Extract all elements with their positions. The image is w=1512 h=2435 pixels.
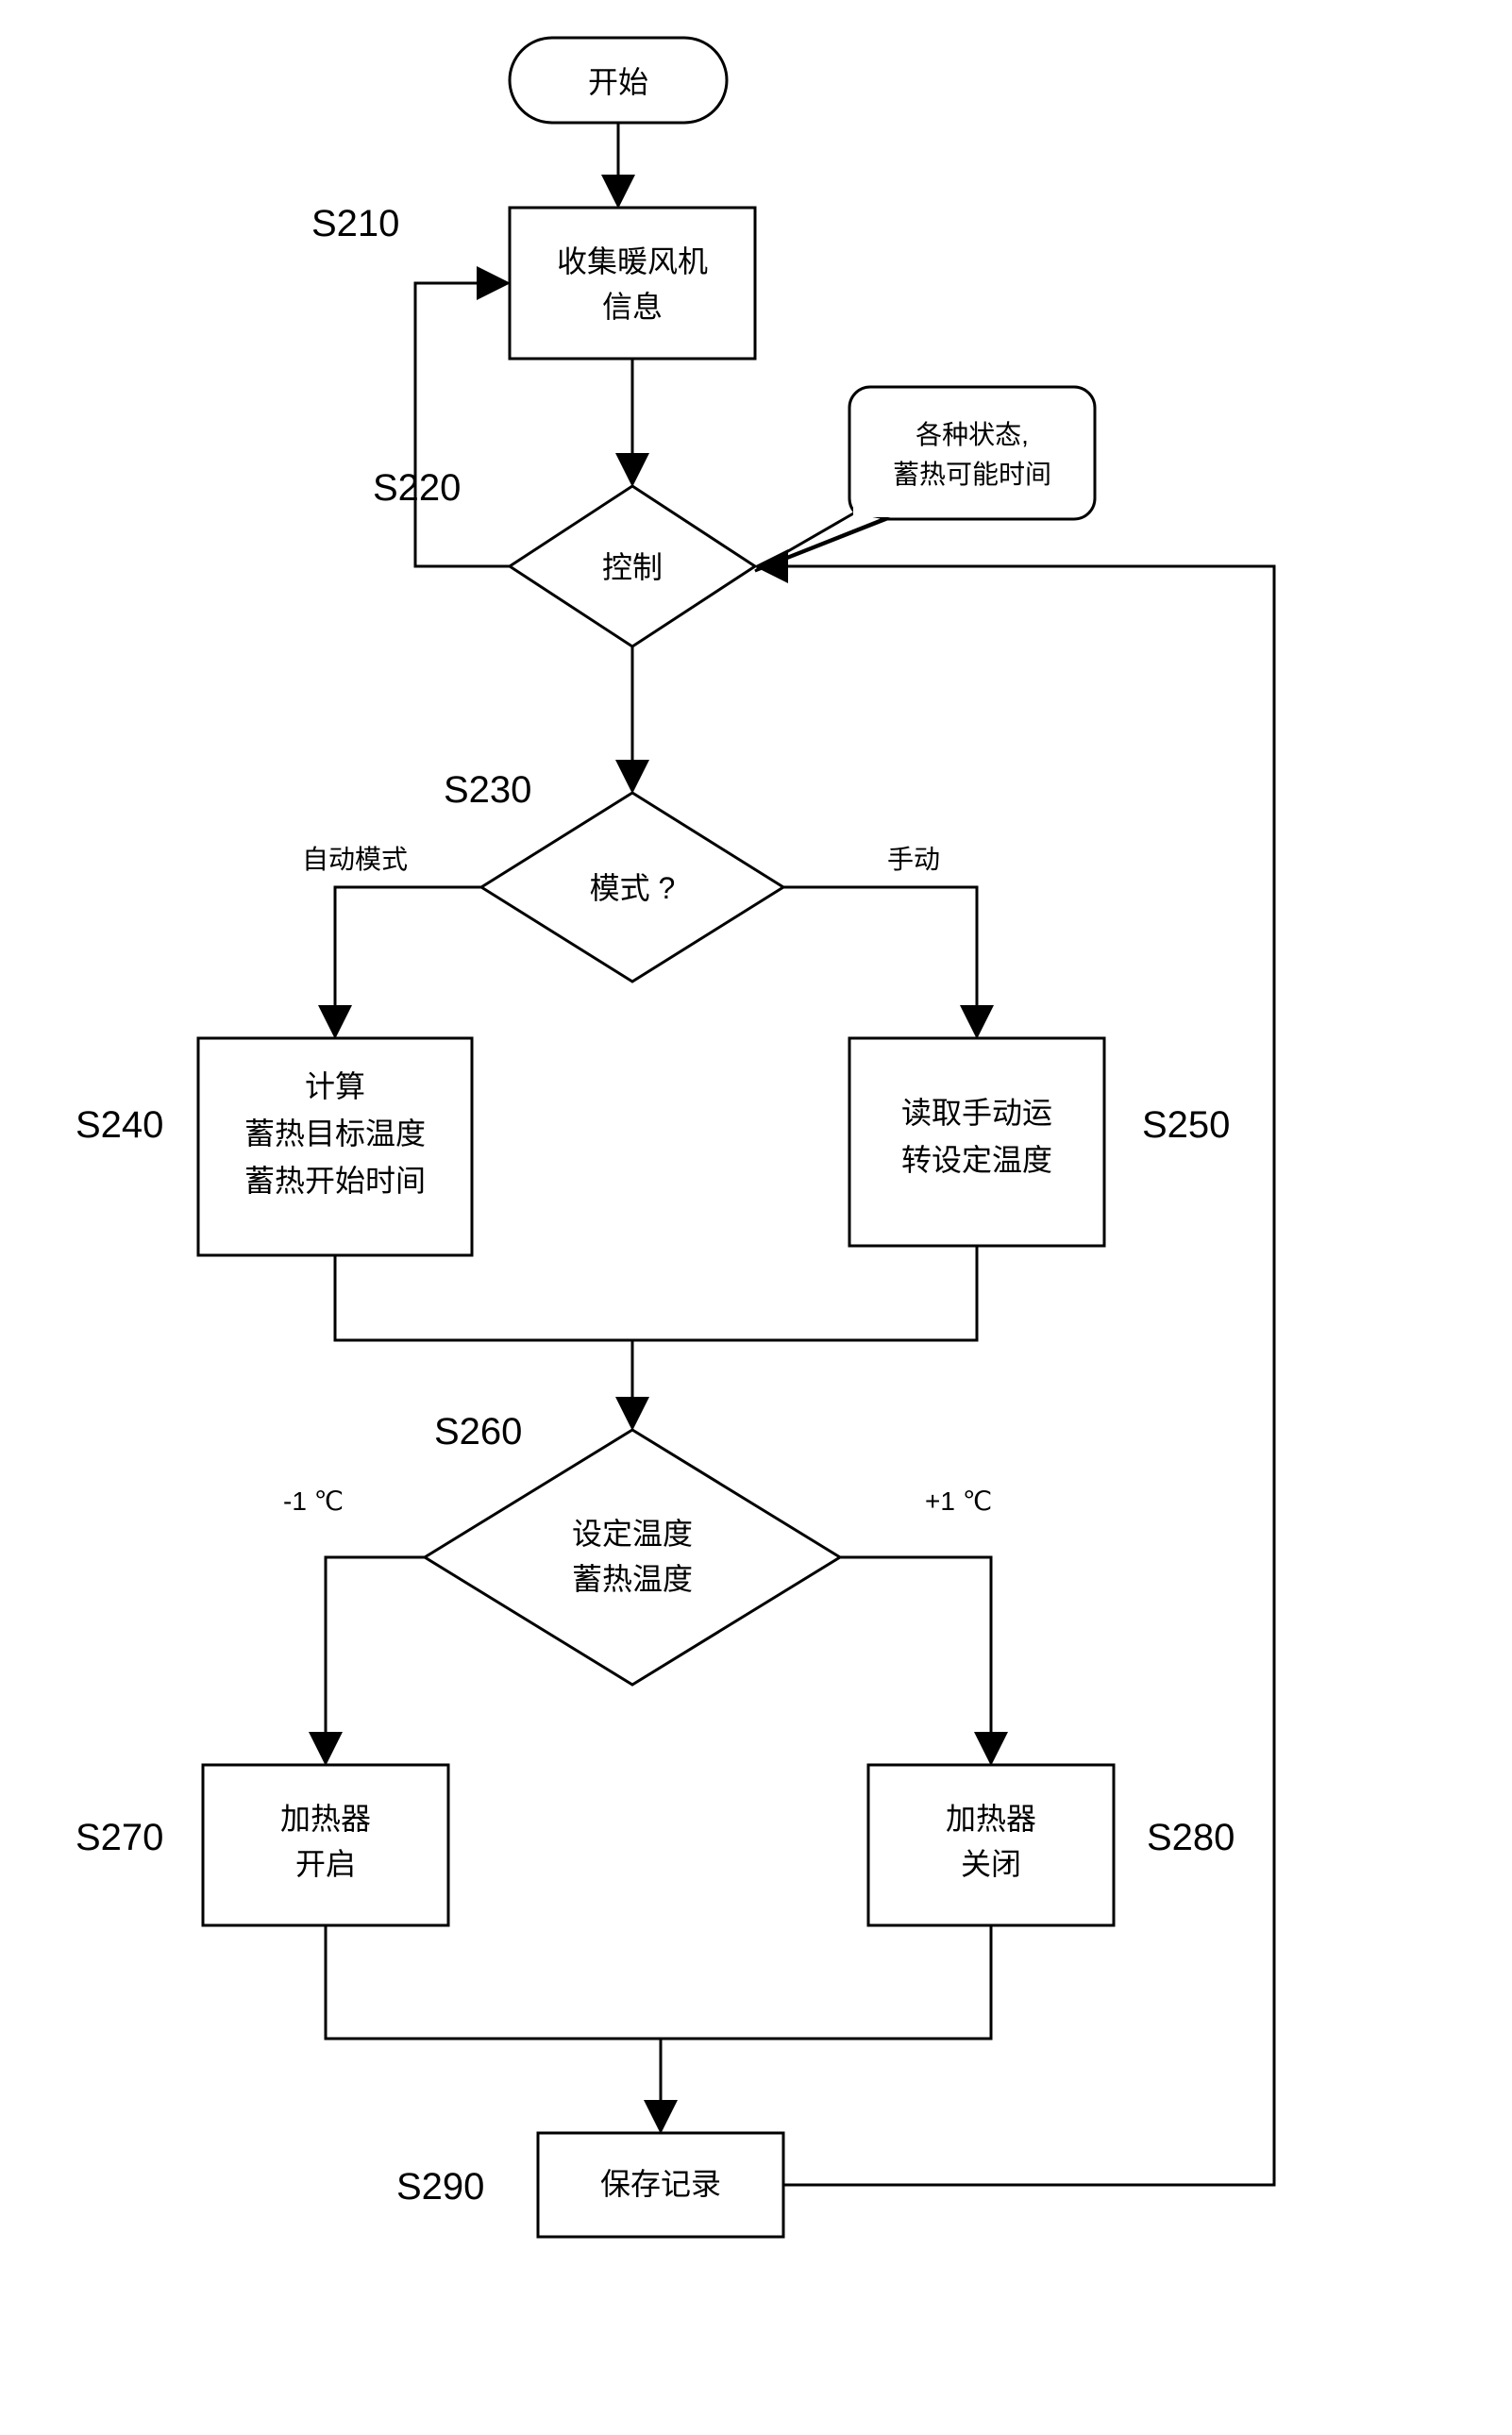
node-s270: 加热器 开启 <box>203 1765 448 1925</box>
node-s220: 控制 <box>510 486 755 647</box>
flowchart: 开始 收集暖风机 信息 S210 控制 S220 各种状态, 蓄热可能时间 模式… <box>0 0 1512 2435</box>
start-label: 开始 <box>588 65 648 99</box>
edge <box>326 1557 425 1763</box>
node-s240: 计算 蓄热目标温度 蓄热开始时间 <box>198 1038 472 1255</box>
node-s250: 读取手动运 转设定温度 <box>849 1038 1104 1246</box>
node-start: 开始 <box>510 38 727 123</box>
s260-l1: 设定温度 <box>572 1517 693 1551</box>
node-s230: 模式 ? <box>481 793 783 982</box>
s270-l1: 加热器 <box>280 1802 371 1836</box>
node-s210: 收集暖风机 信息 <box>510 208 755 359</box>
label-s210: S210 <box>311 203 399 244</box>
s250-l1: 读取手动运 <box>901 1096 1052 1130</box>
s230-text: 模式 ? <box>590 871 676 905</box>
label-s260: S260 <box>434 1411 522 1453</box>
s230-right-label: 手动 <box>887 845 940 874</box>
node-s260: 设定温度 蓄热温度 <box>425 1430 840 1685</box>
s280-l2: 关闭 <box>961 1847 1021 1881</box>
label-s280: S280 <box>1147 1817 1235 1858</box>
edge <box>335 1246 977 1340</box>
s270-l2: 开启 <box>295 1847 356 1881</box>
s240-l1: 计算 <box>305 1069 365 1103</box>
s210-line1: 收集暖风机 <box>557 244 708 278</box>
label-s250: S250 <box>1142 1104 1230 1146</box>
s240-l2: 蓄热目标温度 <box>244 1117 426 1150</box>
edge-loop-left <box>415 283 510 566</box>
node-s280: 加热器 关闭 <box>868 1765 1114 1925</box>
label-s270: S270 <box>76 1817 163 1858</box>
label-s240: S240 <box>76 1104 163 1146</box>
edge <box>783 887 977 1036</box>
edge <box>326 1925 991 2039</box>
edge <box>840 1557 991 1763</box>
label-s230: S230 <box>444 769 531 811</box>
label-s290: S290 <box>396 2166 484 2208</box>
s240-l3: 蓄热开始时间 <box>244 1164 426 1198</box>
edge-loop-right <box>757 566 1274 2185</box>
s260-right-label: +1 ℃ <box>925 1486 992 1516</box>
s260-l2: 蓄热温度 <box>572 1562 693 1596</box>
s210-line2: 信息 <box>602 290 663 324</box>
s280-l1: 加热器 <box>946 1802 1036 1836</box>
node-callout: 各种状态, 蓄热可能时间 <box>755 387 1095 571</box>
callout-line1: 各种状态, <box>916 420 1029 449</box>
label-s220: S220 <box>373 467 461 509</box>
edge <box>335 887 481 1036</box>
s220-text: 控制 <box>602 550 663 584</box>
s290-text: 保存记录 <box>600 2167 721 2201</box>
s260-left-label: -1 ℃ <box>283 1486 344 1516</box>
s230-left-label: 自动模式 <box>302 845 408 874</box>
node-s290: 保存记录 <box>538 2133 783 2237</box>
s250-l2: 转设定温度 <box>901 1143 1052 1177</box>
callout-line2: 蓄热可能时间 <box>893 460 1051 489</box>
